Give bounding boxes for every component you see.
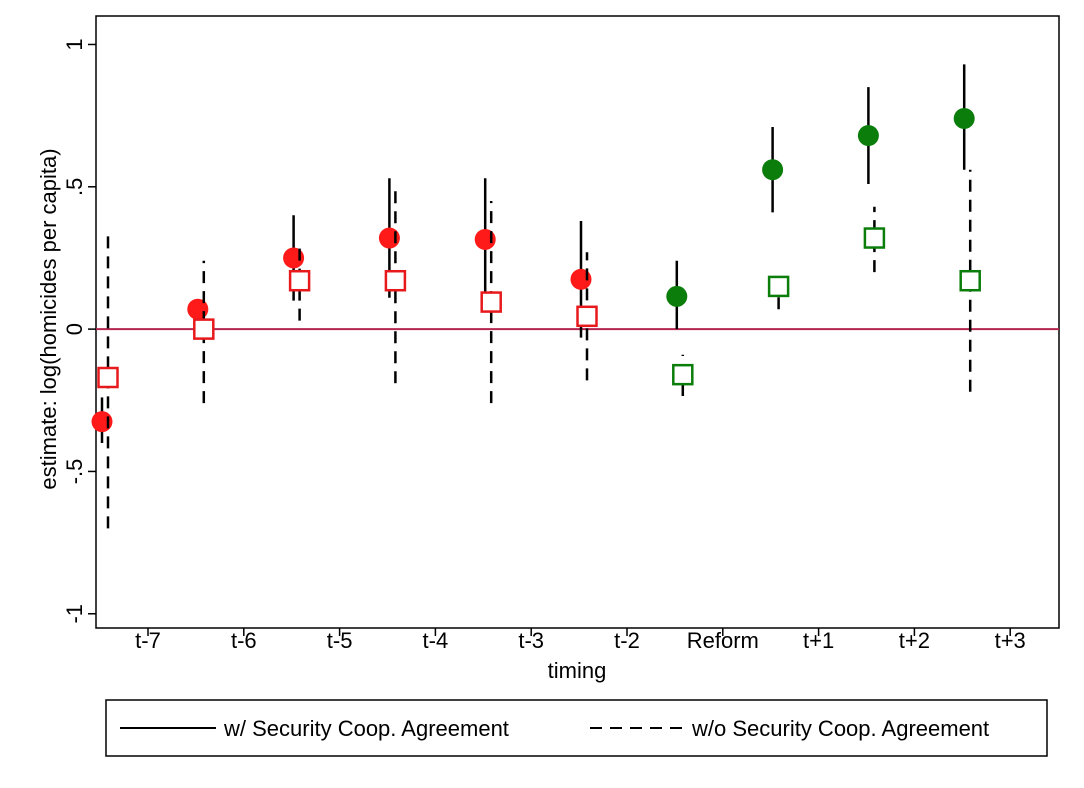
point-marker [863, 227, 886, 249]
point-marker [187, 298, 209, 320]
point-marker [283, 247, 305, 269]
y-tick-label: -.5 [62, 459, 87, 485]
legend-box [105, 699, 1048, 757]
x-tick-label: t-2 [614, 628, 640, 653]
x-tick-label: t-7 [135, 628, 161, 653]
point-marker [666, 285, 688, 307]
point-marker [857, 125, 879, 147]
y-axis-title: estimate: log(homicides per capita) [36, 148, 61, 489]
x-tick-label: t+2 [899, 628, 930, 653]
series-with-agreement [91, 64, 975, 443]
point-marker [576, 305, 598, 328]
point-marker [288, 269, 311, 292]
point-marker [378, 227, 400, 249]
legend: w/ Security Coop. Agreement w/o Security… [105, 699, 1048, 757]
point-marker [91, 411, 113, 433]
point-marker [570, 268, 592, 290]
y-axis: 1 .5 0 -.5 -1 [62, 38, 96, 624]
x-tick-label: t+3 [995, 628, 1026, 653]
point-marker [474, 228, 496, 250]
x-tick-label: Reform [687, 628, 759, 653]
legend-entry-without-agreement: w/o Security Coop. Agreement [691, 716, 989, 741]
y-tick-label: 0 [62, 323, 87, 335]
y-tick-label: -1 [62, 604, 87, 624]
plot-area-frame [95, 15, 1060, 629]
y-tick-label: 1 [62, 38, 87, 50]
x-tick-label: t-5 [327, 628, 353, 653]
point-marker [193, 318, 215, 340]
legend-entry-with-agreement: w/ Security Coop. Agreement [223, 716, 509, 741]
point-marker [97, 366, 119, 389]
series-layer [91, 64, 981, 529]
x-tick-label: t+1 [803, 628, 834, 653]
point-marker [767, 275, 790, 298]
point-marker [762, 159, 784, 181]
x-axis: t-7 t-6 t-5 t-4 t-3 t-2 Reform t+1 t+2 t+3 [135, 628, 1026, 653]
x-axis-title: timing [548, 658, 607, 683]
x-tick-label: t-3 [518, 628, 544, 653]
x-tick-label: t-6 [231, 628, 257, 653]
point-marker [953, 107, 975, 129]
y-tick-label: .5 [62, 178, 87, 196]
point-marker [384, 269, 407, 292]
series-without-agreement [97, 169, 981, 529]
point-marker [959, 269, 981, 292]
point-marker [480, 291, 502, 313]
x-tick-label: t-4 [423, 628, 449, 653]
point-marker [672, 363, 694, 386]
